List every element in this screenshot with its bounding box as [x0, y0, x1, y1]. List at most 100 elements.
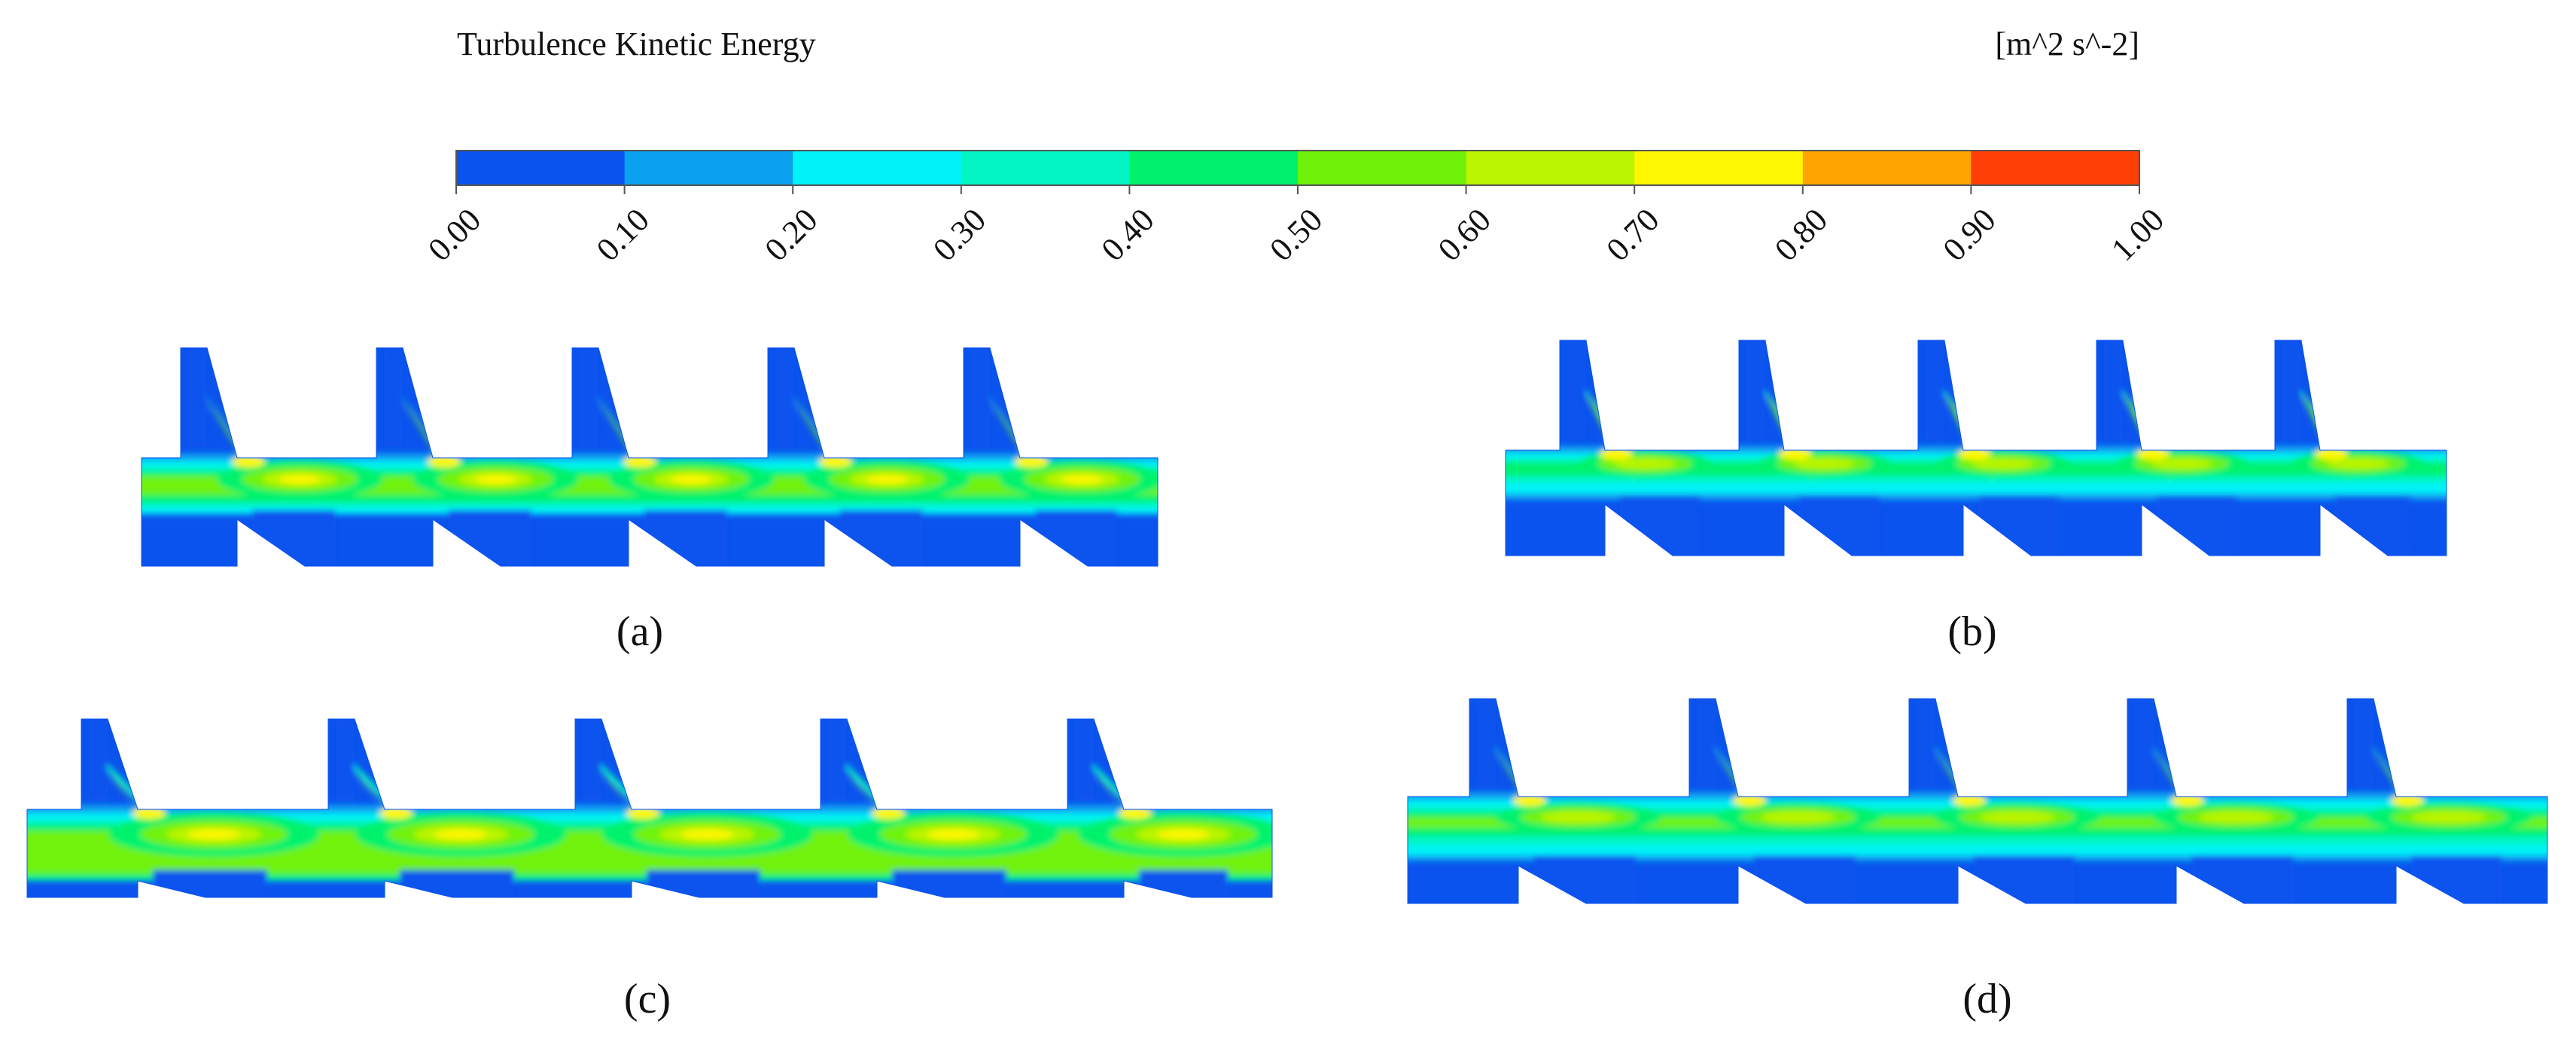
cavity-low [1753, 855, 1856, 903]
cavity-low [1035, 510, 1118, 566]
panel-outline [141, 347, 1159, 567]
tke-peak [1061, 474, 1103, 484]
tke-tip [1953, 794, 1986, 806]
colorbar-tick-label: 0.50 [1262, 201, 1329, 268]
colorbar-swatch [1971, 151, 2140, 185]
cavity-low [1533, 855, 1637, 903]
cavity-low [384, 348, 403, 447]
tke-tip [232, 455, 265, 468]
cavity-low [2104, 340, 2123, 440]
cavity-low [1973, 855, 2075, 903]
colorbar-swatch [1802, 151, 1972, 185]
panel-label-c: (c) [624, 976, 671, 1022]
contour-panel-d [1407, 698, 2548, 904]
cavity-low [1917, 699, 1935, 787]
tke-tip [626, 807, 659, 819]
tke-tip [132, 807, 166, 819]
panel-label-a: (a) [617, 608, 663, 655]
cavity-low [839, 510, 923, 566]
tke-tip [2136, 448, 2170, 460]
tke-tip [1513, 794, 1546, 806]
colorbar-swatch [624, 151, 793, 185]
panel-label-b: (b) [1947, 608, 1996, 655]
legend-unit: [m^2 s^-2] [1995, 26, 2139, 62]
tke-region [2151, 458, 2212, 470]
tke-region [2327, 458, 2389, 470]
colorbar-tick-label: 0.10 [589, 201, 656, 268]
tke-tip [379, 807, 413, 819]
colorbar-tick-label: 0.80 [1768, 201, 1835, 268]
cavity-low [1799, 496, 1880, 556]
tke-region [1540, 811, 1615, 824]
cavity-low [775, 348, 794, 447]
tke-tip [1958, 448, 1991, 460]
cavity-low [153, 870, 267, 897]
cavity-low [647, 870, 760, 897]
colorbar-swatch [456, 151, 626, 185]
tke-region [1760, 811, 1835, 824]
cavity-low [1746, 340, 1765, 440]
colorbar-tick-labels: 0.00 0.10 0.20 0.30 0.40 0.50 0.60 0.70 0.80 0.90… [421, 201, 2171, 268]
panel-label-d: (d) [1962, 976, 2011, 1022]
cavity-low [2157, 496, 2237, 556]
cavity-low [1697, 699, 1716, 787]
tke-tip [1733, 794, 1766, 806]
tke-peak [279, 474, 321, 484]
colorbar-tick-label: 0.90 [1936, 201, 2003, 268]
colorbar-swatch [793, 151, 962, 185]
cavity-low [828, 719, 847, 800]
cavity-low [971, 348, 990, 447]
tke-peak [681, 829, 734, 839]
tke-region [2411, 811, 2486, 824]
colorbar-swatch [1129, 151, 1299, 185]
contour-panel-b [1505, 340, 2447, 556]
contour-panels [26, 340, 2548, 904]
tke-tip [623, 455, 656, 468]
tke-tip [819, 455, 852, 468]
tke-region [2198, 811, 2273, 824]
cavity-low [1139, 870, 1229, 897]
contour-panel-c [26, 718, 1273, 898]
tke-region [1614, 458, 1676, 470]
cavity-low [2191, 855, 2294, 903]
colorbar-tick-label: 0.70 [1599, 201, 1666, 268]
colorbar-tick-label: 0.30 [926, 201, 993, 268]
tke-peak [670, 474, 712, 484]
cavity-low [252, 510, 336, 566]
cavity-low [580, 348, 598, 447]
panel-outline [1407, 698, 2548, 904]
cavity-low [1477, 699, 1496, 787]
contour-panel-a [141, 347, 1159, 567]
cavity-low [644, 510, 727, 566]
tke-region [1980, 811, 2055, 824]
colorbar-swatch [1298, 151, 1467, 185]
cavity-low [1567, 340, 1586, 440]
cavity-low [583, 719, 601, 800]
cavity-low [2135, 699, 2154, 787]
panel-outline [1505, 340, 2447, 556]
colorbar-swatch [1466, 151, 1635, 185]
cavity-low [336, 719, 355, 800]
tke-peak [474, 474, 516, 484]
cavity-low [400, 870, 514, 897]
tke-tip [428, 455, 461, 468]
colorbar-swatch [961, 151, 1130, 185]
cavity-low [1075, 719, 1094, 800]
cavity-low [448, 510, 531, 566]
tke-peak [187, 829, 241, 839]
cavity-low [2355, 699, 2374, 787]
colorbar [455, 150, 2140, 194]
tke-tip [1600, 448, 1633, 460]
colorbar-tick-label: 0.20 [757, 201, 824, 268]
tke-region [1793, 458, 1855, 470]
cavity-low [892, 870, 1006, 897]
cavity-low [2335, 496, 2411, 556]
panel-outline [26, 718, 1273, 898]
tke-peak [866, 474, 908, 484]
colorbar-tick-label: 0.00 [421, 201, 488, 268]
cavity-low [1926, 340, 1944, 440]
colorbar-tick-label: 0.60 [1431, 201, 1498, 268]
cavity-low [89, 719, 108, 800]
cavity-low [2282, 340, 2301, 440]
tke-tip [872, 807, 905, 819]
